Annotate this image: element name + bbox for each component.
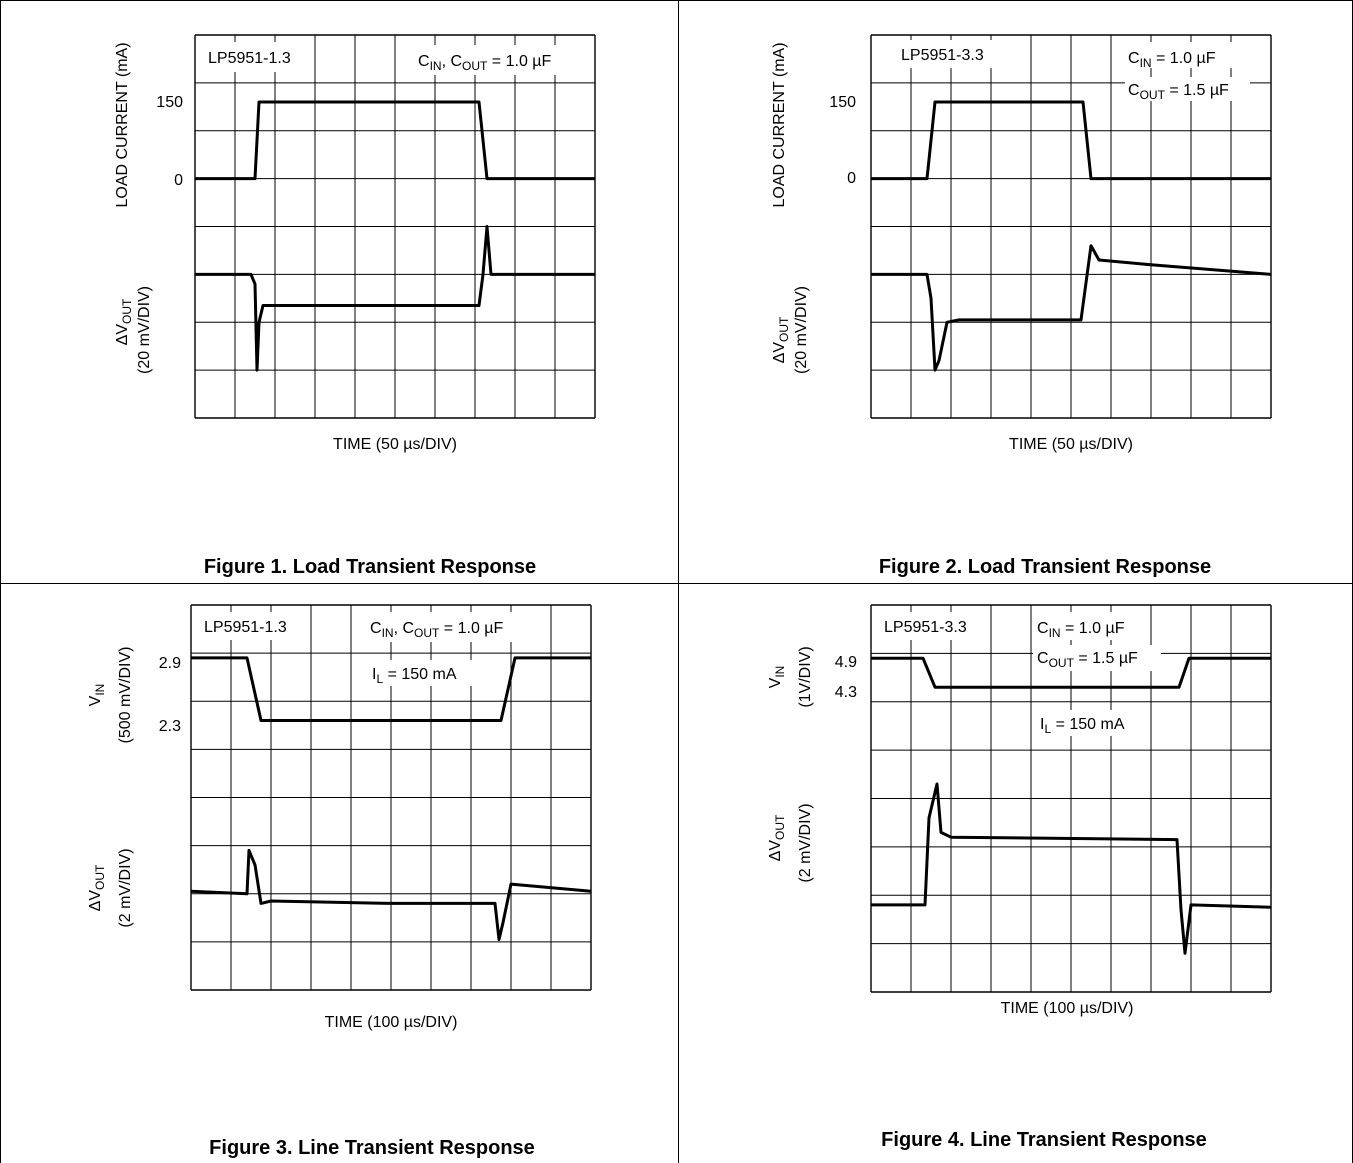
upper-trace [871, 100, 1271, 181]
figure-4-x-axis-label: TIME (100 µs/DIV) [1000, 1000, 1134, 1017]
figure-4-load-current-label: IL = 150 mA [1040, 716, 1125, 736]
figure-2-caption: Figure 2. Load Transient Response [878, 556, 1212, 578]
figure-1-condition-label: CIN, COUT = 1.0 µF [418, 53, 552, 73]
figure-2-upper-axis-label: LOAD CURRENT (mA) [771, 42, 788, 207]
figure-3-device-label: LP5951-1.3 [204, 619, 287, 636]
figure-1-x-axis-label: TIME (50 µs/DIV) [333, 436, 457, 453]
figure-1-device-label: LP5951-1.3 [208, 50, 291, 67]
upper-trace [871, 656, 1271, 689]
figure-4-tick-4-9: 4.9 [835, 654, 857, 671]
figure-1-lower-axis-scale: (20 mV/DIV) [136, 286, 153, 374]
figure-3-caption: Figure 3. Line Transient Response [209, 1137, 535, 1159]
lower-trace [871, 782, 1272, 955]
figure-4-condition-cout: COUT = 1.5 µF [1037, 650, 1138, 670]
figure-4-upper-axis-label: VIN [767, 666, 787, 689]
figure-4-caption: Figure 4. Line Transient Response [881, 1129, 1207, 1151]
figure-4-lower-axis-scale: (2 mV/DIV) [797, 803, 814, 882]
figure-3-tick-2-3: 2.3 [159, 718, 181, 735]
figure-3-x-axis-label: TIME (100 µs/DIV) [324, 1014, 458, 1031]
upper-trace [191, 656, 591, 722]
lower-trace [190, 848, 592, 941]
panel-border-top [0, 0, 1353, 1]
lower-trace [195, 225, 595, 372]
figure-4-condition-cin: CIN = 1.0 µF [1037, 620, 1125, 640]
figure-4-lower-axis-label: ΔVOUT [767, 814, 787, 861]
figure-1-tick-0: 0 [174, 172, 183, 189]
figure-2-condition-cout: COUT = 1.5 µF [1128, 82, 1229, 102]
upper-trace [195, 100, 595, 181]
figure-3-upper-axis-scale: (500 mV/DIV) [117, 647, 134, 744]
figure-3-traces [190, 656, 592, 941]
figure-2-lower-axis-label: ΔVOUT [771, 316, 791, 363]
figure-2-device-label: LP5951-3.3 [901, 47, 984, 64]
figure-3-upper-axis-label: VIN [87, 684, 107, 707]
figure-2-x-axis-label: TIME (50 µs/DIV) [1009, 436, 1133, 453]
figure-3-lower-axis-label: ΔVOUT [87, 864, 107, 911]
figure-4-upper-axis-scale: (1V/DIV) [797, 646, 814, 707]
figure-4-grid [870, 604, 1272, 993]
lower-trace [871, 244, 1272, 372]
figure-3-load-current-label: IL = 150 mA [372, 666, 457, 686]
figure-2-traces [871, 100, 1272, 372]
figure-2-tick-150: 150 [829, 94, 856, 111]
figure-1-caption: Figure 1. Load Transient Response [203, 556, 537, 578]
panel-border-left [0, 0, 1, 1163]
figure-1-tick-150: 150 [156, 94, 183, 111]
panel-divider-vertical [678, 0, 679, 1163]
figure-3-tick-2-9: 2.9 [159, 655, 181, 672]
figure-3-lower-axis-scale: (2 mV/DIV) [117, 848, 134, 927]
figure-2-lower-axis-scale: (20 mV/DIV) [793, 286, 810, 374]
figure-2-condition-cin: CIN = 1.0 µF [1128, 50, 1216, 70]
figure-4-device-label: LP5951-3.3 [884, 619, 967, 636]
figure-1-upper-axis-label: LOAD CURRENT (mA) [114, 42, 131, 207]
figure-2-grid [870, 34, 1272, 419]
figure-4-traces [871, 656, 1272, 955]
figure-1-lower-axis-label: ΔVOUT [114, 298, 134, 345]
figure-3-condition-label: CIN, COUT = 1.0 µF [370, 620, 504, 640]
figure-4-tick-4-3: 4.3 [835, 684, 857, 701]
panel-divider-horizontal [0, 583, 1353, 584]
figure-1-traces [195, 100, 595, 372]
figure-2-tick-0: 0 [847, 170, 856, 187]
